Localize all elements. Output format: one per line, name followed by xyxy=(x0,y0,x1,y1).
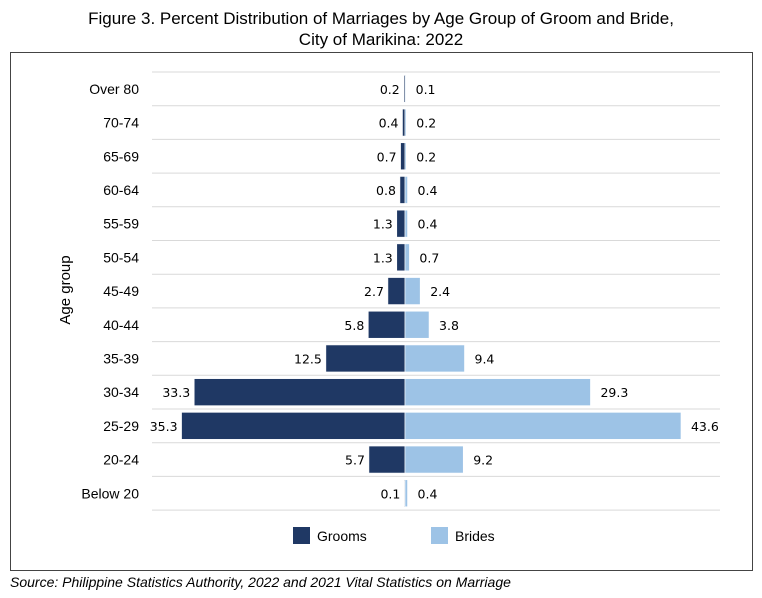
category-label-60-64: 60-64 xyxy=(103,182,139,198)
bar-brides-45-49 xyxy=(404,277,421,305)
bar-brides-25-29 xyxy=(404,412,682,440)
legend-item-brides: Brides xyxy=(431,527,495,544)
category-label-40-44: 40-44 xyxy=(103,317,139,333)
gridlines xyxy=(152,71,720,511)
value-label-grooms-over-80: 0.2 xyxy=(380,82,400,97)
bar-brides-70-74 xyxy=(404,108,407,137)
value-label-brides-50-54: 0.7 xyxy=(419,250,439,265)
value-label-brides-65-69: 0.2 xyxy=(416,149,436,164)
category-label-50-54: 50-54 xyxy=(103,249,139,265)
value-label-brides-70-74: 0.2 xyxy=(416,116,436,131)
bar-brides-over-80 xyxy=(404,75,406,103)
category-labels: Over 80 70-74 65-69 60-64 55-59 50-54 45-49 40-… xyxy=(81,81,139,501)
source-note: Source: Philippine Statistics Authority,… xyxy=(10,574,511,590)
category-label-55-59: 55-59 xyxy=(103,216,139,232)
value-label-grooms-45-49: 2.7 xyxy=(364,284,384,299)
value-label-brides-20-24: 9.2 xyxy=(473,453,493,468)
bars xyxy=(181,75,682,508)
data-labels: 0.2 0.1 0.4 0.2 0.7 0.2 0.8 0.4 1.3 0.4 1.3 0.7 2.7 2… xyxy=(150,82,719,501)
value-label-brides-55-59: 0.4 xyxy=(418,217,438,232)
value-label-brides-35-39: 9.4 xyxy=(475,351,495,366)
bar-brides-60-64 xyxy=(404,176,408,204)
bar-grooms-60-64 xyxy=(399,176,406,204)
bar-brides-40-44 xyxy=(404,310,430,339)
value-label-grooms-below-20: 0.1 xyxy=(380,486,400,501)
value-label-brides-45-49: 2.4 xyxy=(430,284,450,299)
bar-grooms-30-34 xyxy=(193,378,406,406)
title-line-2: City of Marikina: 2022 xyxy=(298,30,464,49)
bar-grooms-40-44 xyxy=(367,310,406,339)
bar-grooms-25-29 xyxy=(181,412,406,440)
legend-label-grooms: Grooms xyxy=(317,527,367,544)
bar-grooms-20-24 xyxy=(368,445,406,474)
category-label-over-80: Over 80 xyxy=(89,81,139,97)
bar-grooms-65-69 xyxy=(400,142,406,171)
bar-grooms-55-59 xyxy=(396,209,406,238)
bar-brides-55-59 xyxy=(404,209,408,238)
legend-label-brides: Brides xyxy=(455,527,495,544)
bar-brides-below-20 xyxy=(404,479,408,508)
value-label-brides-30-34: 29.3 xyxy=(600,385,628,400)
bar-brides-65-69 xyxy=(404,142,407,171)
value-label-grooms-20-24: 5.7 xyxy=(345,453,365,468)
bar-brides-35-39 xyxy=(404,344,465,373)
category-label-25-29: 25-29 xyxy=(103,418,139,434)
bar-grooms-50-54 xyxy=(396,243,406,272)
category-label-below-20: Below 20 xyxy=(81,485,139,501)
category-label-65-69: 65-69 xyxy=(103,148,139,164)
value-label-grooms-50-54: 1.3 xyxy=(373,250,393,265)
value-label-brides-below-20: 0.4 xyxy=(418,486,438,501)
value-label-grooms-60-64: 0.8 xyxy=(376,183,396,198)
value-label-grooms-65-69: 0.7 xyxy=(377,149,397,164)
value-label-brides-60-64: 0.4 xyxy=(418,183,438,198)
y-axis-label: Age group xyxy=(57,255,74,324)
category-label-45-49: 45-49 xyxy=(103,283,139,299)
value-label-brides-40-44: 3.8 xyxy=(439,318,459,333)
legend-swatch-grooms xyxy=(293,527,310,544)
value-label-grooms-55-59: 1.3 xyxy=(373,217,393,232)
legend-swatch-brides xyxy=(431,527,448,544)
chart-title: Figure 3. Percent Distribution of Marria… xyxy=(0,8,762,50)
legend: Grooms Brides xyxy=(0,527,762,547)
value-label-brides-25-29: 43.6 xyxy=(691,419,719,434)
value-label-brides-over-80: 0.1 xyxy=(416,82,436,97)
value-label-grooms-30-34: 33.3 xyxy=(162,385,190,400)
bar-brides-20-24 xyxy=(404,445,464,474)
title-line-1: Figure 3. Percent Distribution of Marria… xyxy=(88,9,674,28)
bar-grooms-45-49 xyxy=(387,277,406,305)
bar-brides-50-54 xyxy=(404,243,410,272)
legend-item-grooms: Grooms xyxy=(293,527,367,544)
bar-grooms-35-39 xyxy=(325,344,406,373)
value-label-grooms-40-44: 5.8 xyxy=(344,318,364,333)
bar-brides-30-34 xyxy=(404,378,591,406)
bar-grooms-70-74 xyxy=(402,108,406,137)
value-label-grooms-70-74: 0.4 xyxy=(379,116,399,131)
category-label-35-39: 35-39 xyxy=(103,350,139,366)
value-label-grooms-35-39: 12.5 xyxy=(294,351,322,366)
category-label-30-34: 30-34 xyxy=(103,384,139,400)
value-label-grooms-25-29: 35.3 xyxy=(150,419,178,434)
category-label-20-24: 20-24 xyxy=(103,452,139,468)
category-label-70-74: 70-74 xyxy=(103,115,139,131)
